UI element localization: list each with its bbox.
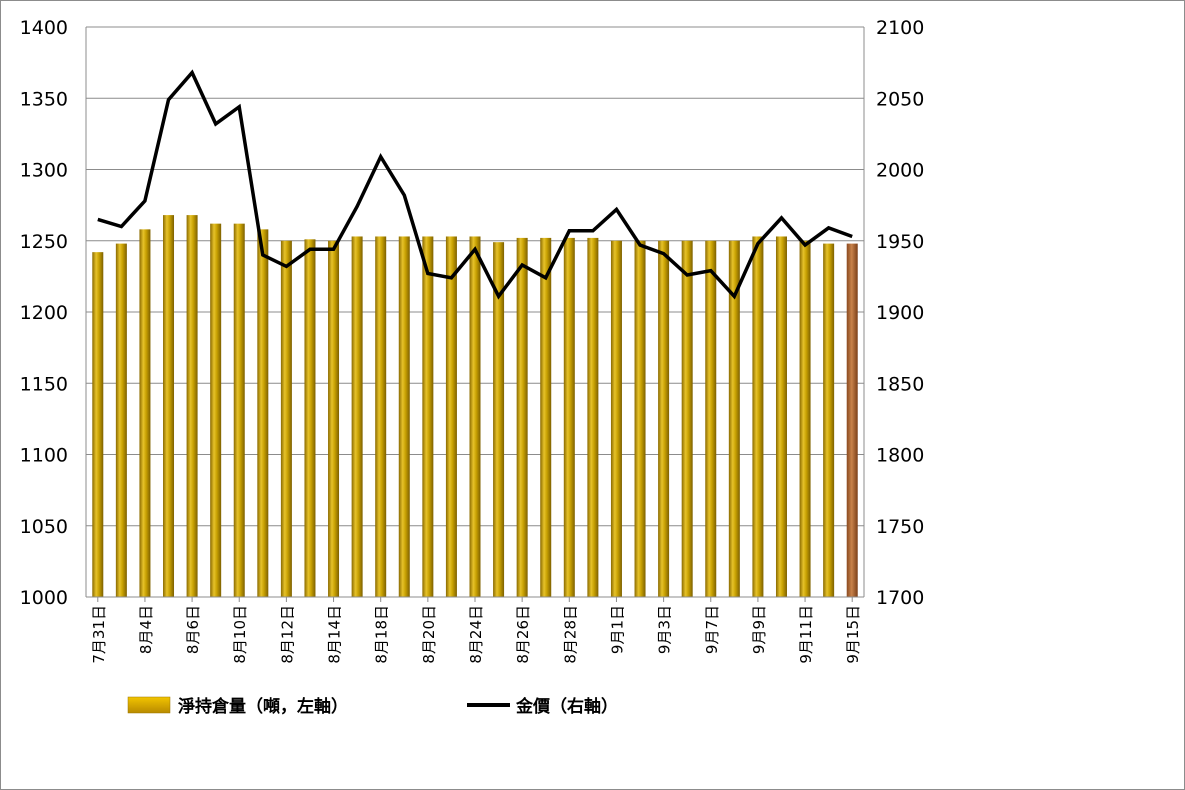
bar [705, 240, 717, 597]
x-axis-tick-label: 9月1日 [609, 605, 627, 654]
x-axis-tick-label: 8月12日 [278, 605, 296, 664]
bar [163, 215, 175, 597]
bar [115, 243, 127, 597]
bar [493, 242, 505, 598]
left-axis-tick-label: 1250 [20, 231, 68, 253]
bar [304, 239, 316, 597]
legend-label-price: 金價（右軸） [515, 696, 618, 717]
x-axis-tick-label: 8月4日 [137, 605, 155, 654]
left-axis-tick-label: 1400 [20, 17, 68, 39]
bar [328, 240, 340, 597]
left-axis-tick-label: 1000 [20, 587, 68, 609]
right-axis-tick-label: 1850 [876, 373, 924, 395]
left-axis-tick-label: 1300 [20, 160, 68, 182]
price-line [97, 69, 853, 300]
bar [351, 236, 363, 597]
bar [752, 236, 764, 597]
x-axis-tick-label: 9月9日 [750, 605, 768, 654]
bar [799, 240, 811, 597]
right-axis-tick-label: 2050 [876, 88, 924, 110]
x-axis-tick-label: 9月3日 [656, 605, 674, 654]
bar [422, 236, 434, 597]
right-axis-tick-label: 2000 [876, 160, 924, 182]
bar [587, 237, 599, 597]
bar [186, 215, 198, 597]
bar [563, 237, 575, 597]
left-axis-tick-label: 1100 [20, 445, 68, 467]
legend-swatch-holdings [127, 696, 171, 714]
bar [139, 229, 151, 597]
legend: 淨持倉量（噸，左軸） 金價（右軸） [127, 696, 618, 717]
bar [728, 240, 740, 597]
x-axis-tick-label: 7月31日 [90, 605, 108, 664]
left-axis-tick-label: 1200 [20, 302, 68, 324]
right-axis-tick-label: 1700 [876, 587, 924, 609]
x-axis-tick-label: 9月11日 [797, 605, 815, 664]
bar [210, 223, 222, 597]
bar [681, 240, 693, 597]
x-axis-tick-label: 8月28日 [561, 605, 579, 664]
bar [398, 236, 410, 597]
x-axis-tick-label: 8月26日 [514, 605, 532, 664]
right-axis-tick-label: 1750 [876, 516, 924, 538]
bar [516, 237, 528, 597]
left-axis-tick-label: 1350 [20, 88, 68, 110]
bar-latest [846, 243, 858, 597]
bar [540, 237, 552, 597]
bar [610, 240, 622, 597]
right-axis-tick-label: 2100 [876, 17, 924, 39]
bar [469, 236, 481, 597]
x-axis-tick-label: 8月24日 [467, 605, 485, 664]
x-axis-tick-label: 9月15日 [844, 605, 862, 664]
legend-label-holdings: 淨持倉量（噸，左軸） [178, 696, 348, 717]
x-axis-tick-label: 8月14日 [326, 605, 344, 664]
bar [775, 236, 787, 597]
bar [445, 236, 457, 597]
bar [92, 252, 104, 597]
x-axis-tick-label: 8月20日 [420, 605, 438, 664]
x-axis-tick-label: 8月6日 [184, 605, 202, 654]
left-axis-tick-label: 1050 [20, 516, 68, 538]
line-layer [97, 69, 853, 300]
bar [233, 223, 245, 597]
axis-layer: 1000 1700 1050 1750 1100 1800 1150 1850 1200 1900… [20, 17, 925, 664]
bar [634, 240, 646, 597]
right-axis-tick-label: 1900 [876, 302, 924, 324]
bar [280, 240, 292, 597]
right-axis-tick-label: 1950 [876, 231, 924, 253]
x-axis-tick-label: 8月18日 [373, 605, 391, 664]
bars-layer [92, 215, 858, 598]
right-axis-tick-label: 1800 [876, 445, 924, 467]
x-axis-tick-label: 8月10日 [231, 605, 249, 664]
bar [375, 236, 387, 597]
left-axis-tick-label: 1150 [20, 373, 68, 395]
bar [658, 240, 670, 597]
bar [257, 229, 269, 597]
x-axis-tick-label: 9月7日 [703, 605, 721, 654]
bar [823, 243, 835, 597]
